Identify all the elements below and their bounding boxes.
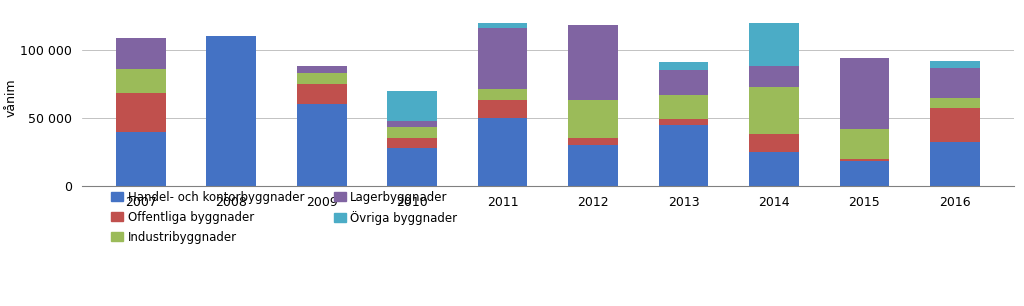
Bar — [930, 61, 980, 68]
Bar — [750, 23, 799, 66]
Bar — [930, 68, 980, 98]
Bar — [116, 38, 166, 69]
Bar — [840, 161, 890, 186]
Bar — [387, 138, 437, 148]
Bar — [568, 25, 617, 100]
Bar — [116, 69, 166, 93]
Bar — [750, 152, 799, 186]
Bar — [568, 100, 617, 138]
Bar — [930, 98, 980, 108]
Bar — [568, 145, 617, 186]
Bar — [297, 84, 346, 104]
Bar — [387, 148, 437, 186]
Bar — [297, 104, 346, 186]
Bar — [116, 132, 166, 186]
Bar — [568, 138, 617, 145]
Bar — [297, 73, 346, 84]
Bar — [658, 119, 709, 125]
Bar — [206, 36, 256, 186]
Y-axis label: vånim: vånim — [4, 78, 17, 117]
Bar — [840, 58, 890, 129]
Bar — [750, 134, 799, 152]
Bar — [930, 142, 980, 186]
Bar — [658, 95, 709, 119]
Bar — [297, 66, 346, 73]
Bar — [387, 91, 437, 121]
Bar — [840, 159, 890, 161]
Bar — [478, 118, 527, 186]
Bar — [478, 100, 527, 118]
Legend: Handel- och kontorbyggnader, Offentliga byggnader, Industribyggnader, Lagerbyggn: Handel- och kontorbyggnader, Offentliga … — [106, 186, 462, 249]
Bar — [116, 93, 166, 132]
Bar — [387, 127, 437, 138]
Bar — [750, 66, 799, 87]
Bar — [930, 108, 980, 142]
Bar — [658, 70, 709, 95]
Bar — [478, 28, 527, 89]
Bar — [750, 87, 799, 134]
Bar — [840, 129, 890, 159]
Bar — [387, 121, 437, 127]
Bar — [658, 125, 709, 186]
Bar — [478, 23, 527, 28]
Bar — [658, 62, 709, 70]
Bar — [478, 89, 527, 100]
